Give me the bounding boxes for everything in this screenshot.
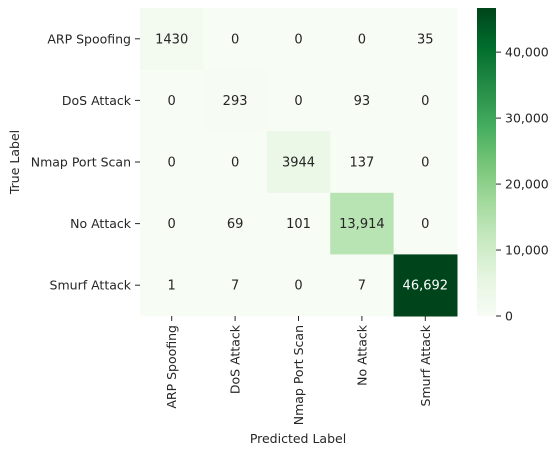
x-tick-label: DoS Attack <box>228 324 243 394</box>
heatmap-cell <box>330 192 395 255</box>
heatmap-cell <box>266 131 331 194</box>
heatmap-cells: 1430 0 0 0 35 0 293 0 93 0 0 0 3944 137 0 0 69 101 13,914 0… <box>140 8 458 317</box>
cell-value-label: 7 <box>358 279 366 294</box>
heatmap-cell <box>393 131 458 194</box>
heatmap-cell <box>203 254 268 317</box>
cell-value-label: 1430 <box>155 32 188 47</box>
cell-value-label: 0 <box>168 217 176 232</box>
heatmap-cell <box>140 131 204 194</box>
heatmap-cell <box>393 192 458 255</box>
heatmap-cell <box>330 8 395 71</box>
heatmap-cell <box>330 131 395 194</box>
cell-value-label: 0 <box>421 217 429 232</box>
heatmap-cell <box>203 192 268 255</box>
cell-value-label: 93 <box>354 94 371 109</box>
x-tick-labels: ARP Spoofing DoS Attack Nmap Port Scan No A… <box>164 316 433 425</box>
cell-value-label: 0 <box>421 156 429 171</box>
heatmap-cell <box>140 69 204 132</box>
y-tick-label: Nmap Port Scan <box>31 155 131 170</box>
heatmap-cell <box>203 69 268 132</box>
heatmap-cell <box>266 192 331 255</box>
x-axis-label: Predicted Label <box>250 431 346 446</box>
heatmap-cell <box>393 254 458 317</box>
cell-value-label: 0 <box>421 94 429 109</box>
y-tick-label: Smurf Attack <box>50 278 132 293</box>
cell-value-label: 0 <box>168 94 176 109</box>
y-tick-label: ARP Spoofing <box>47 31 131 46</box>
y-tick-labels: ARP Spoofing DoS Attack Nmap Port Scan No A… <box>31 31 140 293</box>
x-tick-label: Smurf Attack <box>418 324 433 406</box>
heatmap-cell <box>266 254 331 317</box>
colorbar-tick-label: 30,000 <box>505 111 549 126</box>
heatmap-cell <box>330 254 395 317</box>
cell-value-label: 0 <box>294 32 302 47</box>
cell-value-label: 0 <box>231 32 239 47</box>
cell-value-label: 1 <box>168 279 176 294</box>
heatmap-cell <box>203 131 268 194</box>
x-tick-label: ARP Spoofing <box>164 325 179 409</box>
colorbar-ticks: 0 10,000 20,000 30,000 40,000 <box>496 45 549 324</box>
cell-value-label: 0 <box>294 279 302 294</box>
cell-value-label: 13,914 <box>339 217 385 232</box>
cell-value-label: 3944 <box>282 156 315 171</box>
heatmap-cell <box>266 69 331 132</box>
heatmap-cell <box>330 69 395 132</box>
heatmap-cell <box>393 69 458 132</box>
y-tick-label: No Attack <box>70 216 132 231</box>
colorbar-tick-label: 0 <box>505 309 513 324</box>
colorbar-tick-label: 20,000 <box>505 177 549 192</box>
y-tick-label: DoS Attack <box>62 93 132 108</box>
colorbar-tick-label: 10,000 <box>505 243 549 258</box>
cell-value-label: 69 <box>227 217 244 232</box>
heatmap-cell <box>393 8 458 71</box>
colorbar <box>477 8 496 316</box>
cell-value-label: 46,692 <box>403 279 449 294</box>
heatmap-cell <box>266 8 331 71</box>
cell-value-label: 101 <box>286 217 311 232</box>
cell-value-label: 0 <box>358 32 366 47</box>
colorbar-tick-label: 40,000 <box>505 45 549 60</box>
heatmap-cell <box>140 8 204 71</box>
heatmap-cell <box>140 192 204 255</box>
y-axis-label: True Label <box>7 130 22 195</box>
x-tick-label: No Attack <box>354 324 369 386</box>
cell-value-label: 0 <box>231 156 239 171</box>
cell-value-label: 35 <box>417 32 434 47</box>
heatmap-cell <box>140 254 204 317</box>
x-tick-label: Nmap Port Scan <box>291 325 306 425</box>
cell-value-label: 137 <box>349 156 374 171</box>
cell-value-label: 293 <box>223 94 248 109</box>
heatmap-cell <box>203 8 268 71</box>
cell-value-label: 0 <box>168 156 176 171</box>
cell-value-label: 7 <box>231 279 239 294</box>
cell-value-label: 0 <box>294 94 302 109</box>
